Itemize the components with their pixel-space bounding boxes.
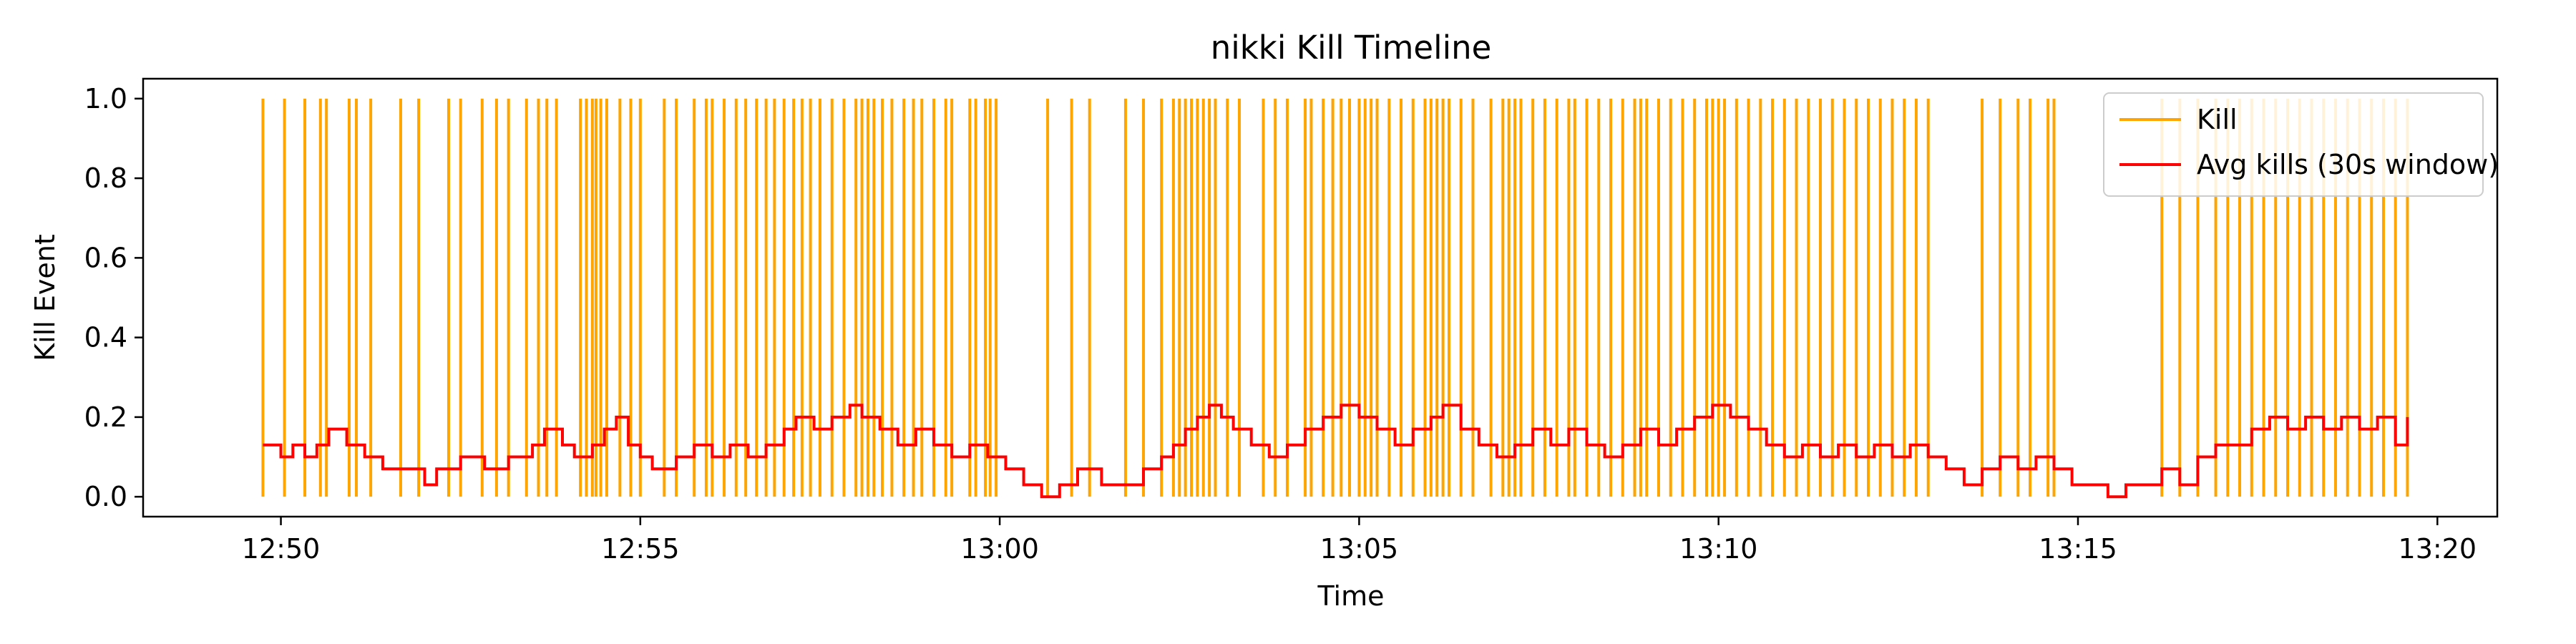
x-tick-label: 13:20 (2399, 533, 2477, 565)
y-axis: 0.0 0.2 0.4 0.6 0.8 1.0 (84, 83, 143, 512)
y-tick-label: 0.2 (84, 401, 127, 433)
y-tick-label: 0.6 (84, 242, 127, 273)
x-axis: 12:50 12:55 13:00 13:05 13:10 13:15 13:20 (242, 517, 2477, 565)
x-tick-label: 13:05 (1320, 533, 1399, 565)
y-tick-label: 0.8 (84, 162, 127, 194)
x-axis-label: Time (1317, 580, 1385, 612)
x-tick-label: 13:10 (1679, 533, 1758, 565)
legend-box (2103, 92, 2484, 197)
x-tick-label: 13:15 (2039, 533, 2117, 565)
kill-lines-group (261, 98, 2409, 497)
avg-line-group (263, 404, 2409, 499)
legend-kill-label: Kill (2197, 104, 2238, 135)
y-tick-label: 1.0 (84, 83, 127, 114)
avg-kills-line (263, 404, 2409, 499)
legend-avg-label: Avg kills (30s window) (2197, 149, 2499, 180)
x-tick-label: 12:50 (242, 533, 321, 565)
y-tick-label: 0.0 (84, 481, 127, 512)
chart-title: nikki Kill Timeline (1211, 29, 1492, 67)
x-tick-label: 13:00 (960, 533, 1039, 565)
legend: Kill Avg kills (30s window) (2103, 92, 2499, 197)
x-tick-label: 12:55 (601, 533, 680, 565)
y-axis-label: Kill Event (29, 234, 61, 361)
plot-frame (142, 77, 2499, 518)
y-tick-label: 0.4 (84, 322, 127, 353)
